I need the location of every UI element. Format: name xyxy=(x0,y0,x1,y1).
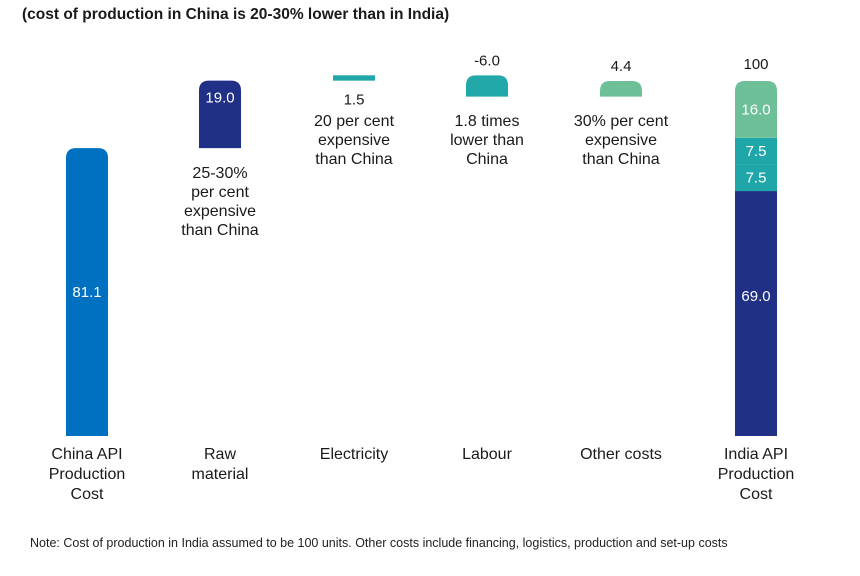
category-label-5-line-1: Other costs xyxy=(580,446,662,463)
chart-subtitle: (cost of production in China is 20-30% l… xyxy=(22,6,450,23)
label-china-api-production-cost: 81.1 xyxy=(72,284,101,301)
india-segment-1 xyxy=(735,191,777,436)
bar-labour xyxy=(466,75,508,97)
india-segment-3 xyxy=(735,137,777,165)
label-other-costs: 4.4 xyxy=(611,58,632,75)
category-label-4-line-1: Labour xyxy=(462,446,512,463)
annotation-5-line-3: than China xyxy=(582,151,659,168)
india-segment-4 xyxy=(735,81,777,138)
category-label-6-line-3: Cost xyxy=(740,486,773,503)
india-segment-label-2: 7.5 xyxy=(746,170,767,187)
india-segment-2 xyxy=(735,164,777,192)
annotation-2-line-3: expensive xyxy=(184,203,256,220)
bar-other-costs xyxy=(600,81,642,97)
annotation-5-line-1: 30% per cent xyxy=(574,113,669,130)
annotation-3-line-3: than China xyxy=(315,151,392,168)
annotation-2-line-1: 25-30% xyxy=(192,165,247,182)
india-segment-label-3: 7.5 xyxy=(746,143,767,160)
annotation-2-line-2: per cent xyxy=(191,184,249,201)
chart-note: Note: Cost of production in India assume… xyxy=(30,536,728,550)
category-label-1-line-3: Cost xyxy=(71,486,104,503)
category-label-3-line-1: Electricity xyxy=(320,446,388,463)
india-total-label: 100 xyxy=(743,56,768,73)
category-label-2-line-1: Raw xyxy=(204,446,236,463)
category-label-6-line-2: Production xyxy=(718,466,795,483)
bar-electricity xyxy=(333,75,375,81)
annotation-4-line-1: 1.8 times xyxy=(455,113,520,130)
category-label-6-line-1: India API xyxy=(724,446,788,463)
label-electricity: 1.5 xyxy=(344,92,365,109)
bar-raw-material xyxy=(199,80,241,149)
category-label-2-line-2: material xyxy=(192,466,249,483)
india-segment-label-4: 16.0 xyxy=(741,101,770,118)
annotation-4-line-2: lower than xyxy=(450,132,524,149)
annotation-3-line-2: expensive xyxy=(318,132,390,149)
annotation-4-line-3: China xyxy=(466,151,508,168)
annotation-3-line-1: 20 per cent xyxy=(314,113,395,130)
annotation-5-line-2: expensive xyxy=(585,132,657,149)
label-raw-material: 19.0 xyxy=(205,90,234,107)
category-label-1-line-1: China API xyxy=(51,446,122,463)
annotation-2-line-4: than China xyxy=(181,222,258,239)
category-label-1-line-2: Production xyxy=(49,466,126,483)
label-labour: -6.0 xyxy=(474,52,500,69)
bar-china-api-production-cost xyxy=(66,148,108,436)
india-segment-label-1: 69.0 xyxy=(741,288,770,305)
